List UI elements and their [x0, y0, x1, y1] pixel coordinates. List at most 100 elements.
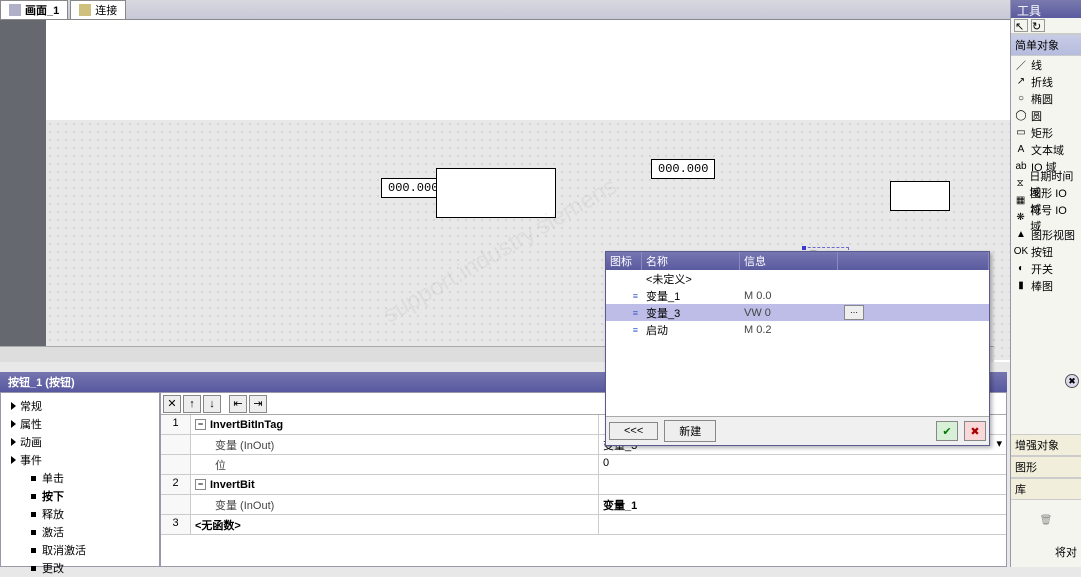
param-value[interactable]: 0 [599, 455, 1006, 474]
row-number [161, 435, 191, 454]
bullet-icon [31, 530, 36, 535]
tool-item[interactable]: ○椭圆 [1011, 90, 1081, 107]
section-library[interactable]: 库 [1011, 478, 1081, 500]
param-value[interactable] [599, 515, 1006, 534]
cancel-button[interactable]: ✖ [964, 421, 986, 441]
param-value[interactable] [599, 475, 1006, 494]
tool-label: 矩形 [1031, 125, 1053, 141]
function-row[interactable]: 位0 [161, 455, 1006, 475]
function-row[interactable]: 2−InvertBit [161, 475, 1006, 495]
tool-item[interactable]: A文本域 [1011, 141, 1081, 158]
bullet-icon [31, 548, 36, 553]
variable-browser-footer: <<< 新建 ✔ ✖ [606, 416, 989, 445]
variable-row[interactable]: <未定义> [606, 270, 989, 287]
tool-label: 椭圆 [1031, 91, 1053, 107]
variable-info: M 0.0 [740, 290, 838, 302]
collapse-icon[interactable]: − [195, 479, 206, 490]
tree-item[interactable]: 取消激活 [3, 541, 157, 559]
tree-item[interactable]: 动画 [3, 433, 157, 451]
white-rect[interactable] [436, 168, 556, 218]
move-up-button[interactable]: ↑ [183, 395, 201, 413]
function-row[interactable]: 变量 (InOut)变量_1 [161, 495, 1006, 515]
tree-item[interactable]: 常规 [3, 397, 157, 415]
indent-button[interactable]: ⇥ [249, 395, 267, 413]
row-number: 3 [161, 515, 191, 534]
tree-item[interactable]: 激活 [3, 523, 157, 541]
tool-icon: A [1014, 144, 1028, 156]
function-row[interactable]: 3<无函数> [161, 515, 1006, 535]
bullet-icon [31, 494, 36, 499]
tree-item[interactable]: 单击 [3, 469, 157, 487]
variable-row[interactable]: ≡启动M 0.2 [606, 321, 989, 338]
param-value[interactable]: 变量_1 [599, 495, 1006, 514]
delete-button[interactable]: ✕ [163, 395, 181, 413]
col-info[interactable]: 信息 [740, 252, 838, 270]
tool-label: 线 [1031, 57, 1042, 73]
section-enhanced[interactable]: 增强对象 [1011, 434, 1081, 456]
tool-icon: ▦ [1014, 195, 1027, 207]
variable-browser-popup: 图标 名称 信息 <未定义>≡变量_1M 0.0≡变量_3VW 0⋯≡启动M 0… [605, 251, 990, 446]
lookup-button[interactable]: ⋯ [844, 305, 864, 320]
tool-label: 按钮 [1031, 244, 1053, 260]
tool-item[interactable]: ▲图形视图 [1011, 226, 1081, 243]
tool-item[interactable]: ◯圆 [1011, 107, 1081, 124]
tree-item[interactable]: 释放 [3, 505, 157, 523]
tree-label: 常规 [20, 398, 42, 414]
pointer-tool-icon[interactable]: ↖ [1014, 19, 1028, 32]
tool-item[interactable]: ↗折线 [1011, 73, 1081, 90]
variable-row[interactable]: ≡变量_1M 0.0 [606, 287, 989, 304]
tool-icon: ▭ [1014, 127, 1028, 139]
variable-info: M 0.2 [740, 324, 838, 336]
tree-label: 动画 [20, 434, 42, 450]
tree-label: 释放 [42, 506, 64, 522]
tool-label: 棒图 [1031, 278, 1053, 294]
tool-item[interactable]: ▭矩形 [1011, 124, 1081, 141]
drag-hint: 将对 [1011, 540, 1081, 564]
screen-icon [9, 4, 21, 16]
back-button[interactable]: <<< [609, 422, 658, 440]
move-down-button[interactable]: ↓ [203, 395, 221, 413]
arrow-icon [11, 456, 16, 464]
new-button[interactable]: 新建 [664, 420, 716, 442]
tool-item[interactable]: ❋符号 IO 域 [1011, 209, 1081, 226]
tree-label: 激活 [42, 524, 64, 540]
collapse-icon[interactable]: − [195, 419, 206, 430]
tool-item[interactable]: ／线 [1011, 56, 1081, 73]
tree-item[interactable]: 属性 [3, 415, 157, 433]
ruler-vertical [0, 20, 46, 362]
tree-item[interactable]: 按下 [3, 487, 157, 505]
variable-browser-body[interactable]: <未定义>≡变量_1M 0.0≡变量_3VW 0⋯≡启动M 0.2 [606, 270, 989, 416]
tab-connections[interactable]: 连接 [70, 0, 126, 19]
tool-item[interactable]: ▮棒图 [1011, 277, 1081, 294]
tree-item[interactable]: 事件 [3, 451, 157, 469]
function-name: −InvertBitInTag [191, 415, 599, 434]
variable-row[interactable]: ≡变量_3VW 0⋯ [606, 304, 989, 321]
variable-name: 变量_3 [642, 305, 740, 321]
col-name[interactable]: 名称 [642, 252, 740, 270]
ok-button[interactable]: ✔ [936, 421, 958, 441]
tree-label: 事件 [20, 452, 42, 468]
tool-item[interactable]: ◐开关 [1011, 260, 1081, 277]
properties-close-button[interactable]: ✖ [1065, 374, 1079, 388]
tool-item[interactable]: OK按钮 [1011, 243, 1081, 260]
arrow-icon [11, 420, 16, 428]
bullet-icon [31, 476, 36, 481]
io-field-2[interactable]: 000.000 [651, 159, 715, 179]
tab-screen-1[interactable]: 画面_1 [0, 0, 68, 19]
col-icon[interactable]: 图标 [606, 252, 642, 270]
variable-name: 变量_1 [642, 288, 740, 304]
section-graphics[interactable]: 图形 [1011, 456, 1081, 478]
rectangle-object[interactable] [890, 181, 950, 211]
function-name: −InvertBit [191, 475, 599, 494]
tool-icon: ▲ [1014, 229, 1028, 241]
refresh-icon[interactable]: ↻ [1031, 19, 1045, 32]
tools-top-btns: ↖ ↻ [1011, 18, 1081, 34]
param-name: 变量 (InOut) [191, 495, 599, 514]
variable-browser-header: 图标 名称 信息 [606, 252, 989, 270]
tree-label: 按下 [42, 488, 64, 504]
tree-item[interactable]: 更改 [3, 559, 157, 577]
tree-label: 单击 [42, 470, 64, 486]
tag-icon: ≡ [606, 308, 642, 318]
outdent-button[interactable]: ⇤ [229, 395, 247, 413]
section-simple-objects[interactable]: 简单对象 [1011, 34, 1081, 56]
